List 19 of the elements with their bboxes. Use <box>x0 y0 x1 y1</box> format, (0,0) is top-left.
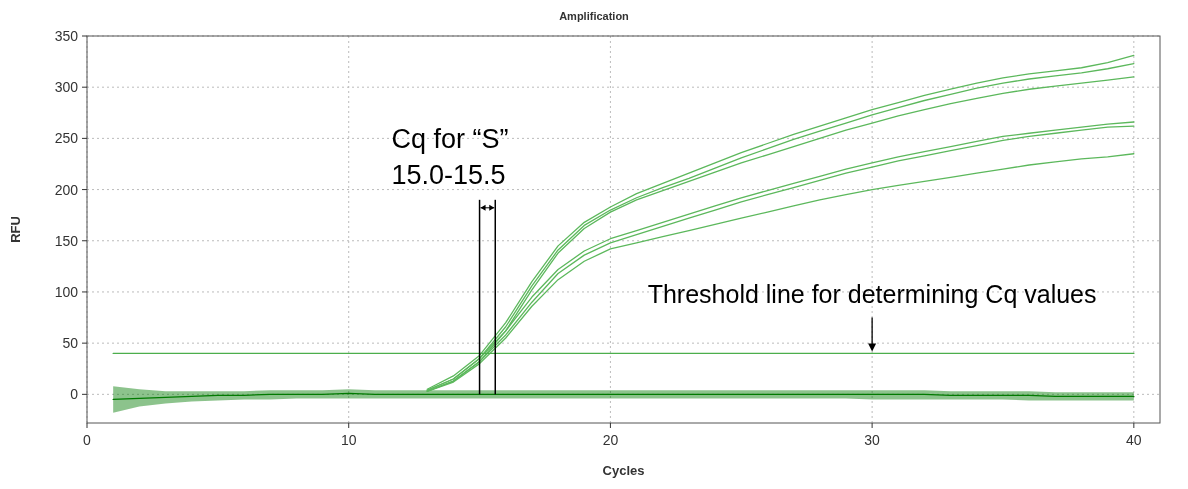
x-tick-label: 10 <box>340 432 357 448</box>
x-tick-label: 20 <box>602 432 619 448</box>
y-tick-label: 50 <box>62 335 79 352</box>
y-axis-title: RFU <box>8 216 23 243</box>
y-tick-label: 300 <box>54 79 79 96</box>
y-tick-label: 350 <box>54 28 79 44</box>
annotation: 15.0-15.5 <box>391 159 506 190</box>
annotation: Cq for “S” <box>391 123 509 154</box>
y-tick-label: 0 <box>70 386 79 403</box>
y-tick-label: 100 <box>54 283 79 300</box>
y-tick-label: 150 <box>54 232 79 249</box>
x-axis-title: Cycles <box>602 463 645 478</box>
x-tick-label: 0 <box>83 432 92 448</box>
y-tick-label: 250 <box>54 130 79 147</box>
x-tick-label: 40 <box>1126 432 1142 448</box>
annotation: Threshold line for determining Cq values <box>647 280 1097 309</box>
chart-title: Amplification <box>559 10 630 22</box>
x-tick-label: 30 <box>864 432 881 448</box>
y-tick-label: 200 <box>54 181 79 198</box>
